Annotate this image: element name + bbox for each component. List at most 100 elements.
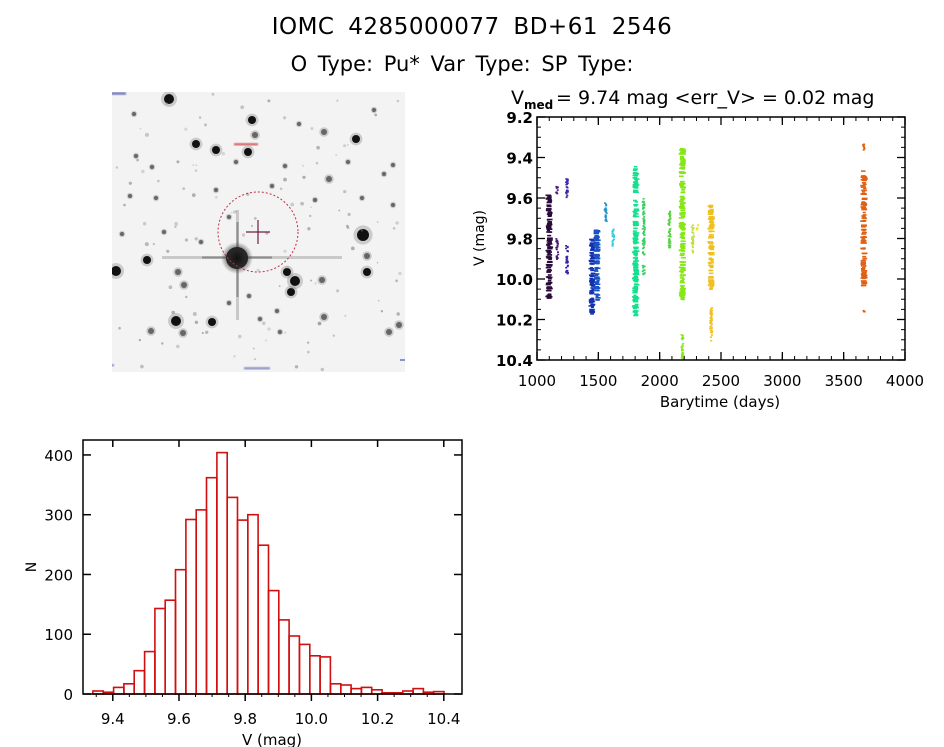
- lc-point: [711, 330, 714, 333]
- hist-bar: [226, 496, 239, 695]
- faint-star: [392, 227, 396, 230]
- lc-point: [861, 262, 866, 264]
- faint-star: [231, 211, 233, 214]
- lc-point: [642, 201, 645, 203]
- faint-star: [294, 365, 299, 369]
- lc-point: [546, 297, 552, 299]
- lc-point: [708, 246, 715, 248]
- lc-point: [546, 271, 551, 273]
- star: [214, 188, 218, 192]
- hist-frame: [82, 439, 463, 695]
- lc-point: [691, 238, 694, 240]
- faint-star: [233, 210, 237, 214]
- lc-point: [546, 243, 551, 246]
- hist-bar: [216, 451, 228, 695]
- lc-point: [681, 245, 686, 248]
- lc-point: [679, 198, 685, 201]
- lc-point: [594, 274, 599, 276]
- lc-point: [708, 234, 713, 236]
- lc-point: [679, 163, 685, 166]
- lc-point: [681, 148, 686, 150]
- lc-point: [633, 224, 639, 226]
- lc-point: [861, 224, 867, 226]
- faint-star: [168, 285, 173, 289]
- star: [199, 240, 203, 244]
- lc-point: [546, 201, 552, 204]
- lc-point: [680, 295, 684, 297]
- lc-point: [692, 236, 695, 238]
- lc-point: [546, 240, 551, 242]
- lc-point: [565, 269, 568, 272]
- lc-point: [613, 234, 615, 237]
- faint-star: [283, 249, 287, 253]
- lc-point: [643, 253, 646, 256]
- lc-point: [679, 202, 685, 204]
- lc-point: [680, 240, 686, 242]
- lc-point: [862, 215, 866, 218]
- faint-star: [253, 217, 257, 220]
- lc-point: [863, 275, 867, 278]
- lc-point: [611, 243, 614, 245]
- lc-point: [668, 240, 671, 242]
- lc-point: [545, 209, 552, 212]
- lc-point: [590, 269, 596, 272]
- lc-point: [691, 231, 694, 234]
- lc-point: [566, 250, 569, 252]
- hist-ytick-label: 300: [44, 507, 73, 525]
- lc-point: [680, 151, 686, 153]
- lc-point: [555, 255, 558, 258]
- lc-point: [709, 209, 713, 212]
- lc-points: [545, 143, 868, 360]
- lc-point: [546, 287, 551, 289]
- star: [258, 317, 262, 321]
- lc-point: [590, 252, 595, 254]
- star: [352, 135, 360, 143]
- faint-star: [233, 355, 236, 358]
- hist-xtick-label: 9.6: [167, 710, 191, 728]
- lc-point: [642, 206, 645, 208]
- lc-point: [641, 243, 644, 245]
- lc-point: [680, 153, 685, 155]
- lc-point: [634, 213, 639, 215]
- lc-point: [632, 287, 639, 289]
- lc-point: [642, 210, 645, 213]
- lc-point: [594, 276, 600, 278]
- faint-star: [201, 331, 204, 335]
- faint-star: [176, 344, 180, 349]
- lc-point: [633, 290, 638, 293]
- lc-point: [633, 314, 639, 317]
- faint-star: [152, 242, 156, 246]
- faint-star: [285, 265, 289, 269]
- hist-bar: [112, 686, 125, 695]
- lc-point: [711, 312, 714, 314]
- lc-point: [565, 271, 568, 273]
- faint-star: [309, 214, 312, 218]
- lc-point: [546, 286, 552, 288]
- lc-xtick-label: 1000: [518, 372, 556, 390]
- lc-point: [632, 210, 638, 213]
- lc-point: [680, 207, 685, 210]
- lc-point: [642, 222, 645, 225]
- star: [248, 116, 256, 124]
- lc-point: [709, 288, 713, 290]
- lc-point: [668, 245, 671, 247]
- lc-point: [643, 241, 646, 243]
- target-circle: [217, 191, 299, 273]
- lc-point: [691, 249, 694, 252]
- sky-label-bottom-left: [112, 364, 114, 367]
- lc-point: [682, 355, 685, 357]
- hist-xtick-label: 9.4: [101, 710, 125, 728]
- lc-point: [589, 249, 595, 252]
- lc-point: [556, 244, 559, 247]
- lc-point: [546, 257, 553, 259]
- lc-point: [612, 239, 615, 242]
- lc-point: [667, 242, 670, 244]
- lc-point: [593, 231, 600, 233]
- lc-point: [680, 155, 684, 158]
- lc-point: [680, 197, 686, 199]
- lc-point: [547, 276, 551, 278]
- lc-point: [682, 349, 684, 351]
- lc-point: [643, 243, 646, 245]
- lc-point: [594, 289, 600, 292]
- lc-point: [546, 208, 552, 210]
